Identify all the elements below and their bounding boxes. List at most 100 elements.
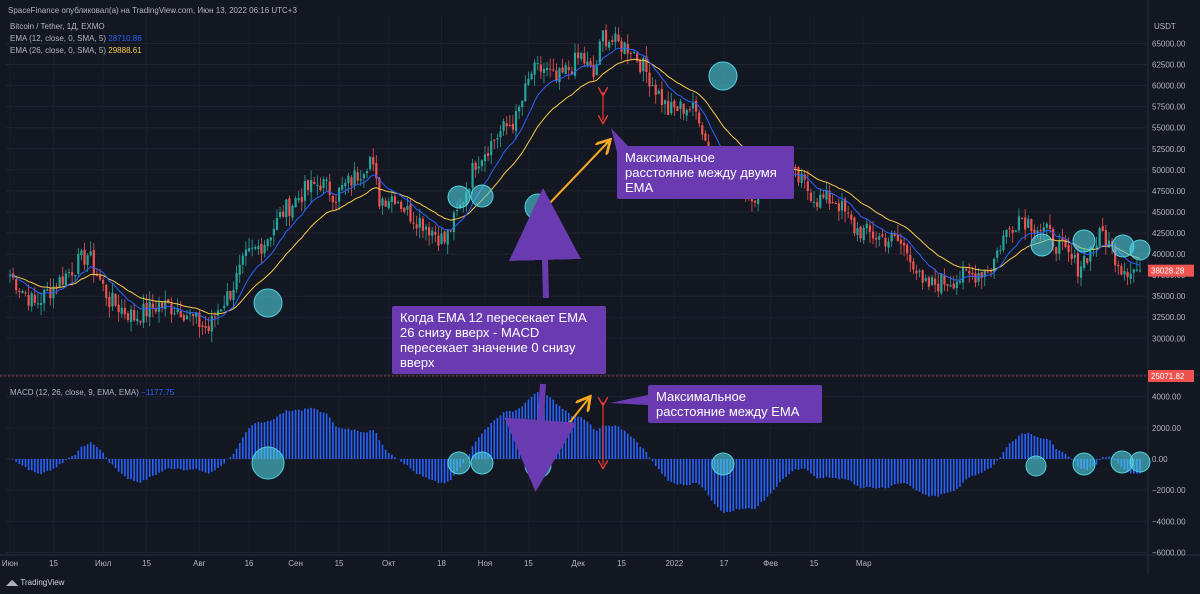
candle-body <box>39 302 43 306</box>
candle-body <box>667 100 670 115</box>
candle-body <box>1086 257 1089 263</box>
candle-body <box>1126 271 1129 278</box>
candle-body <box>275 218 279 230</box>
candle-body <box>157 302 161 312</box>
candle-body <box>291 205 294 218</box>
candle-body <box>676 106 679 111</box>
candle-body <box>111 292 114 307</box>
candle-body <box>164 300 167 310</box>
price-crossover-highlight <box>447 185 471 209</box>
candle-body <box>890 233 893 242</box>
candle-body <box>878 236 881 240</box>
candle-body <box>98 275 102 280</box>
callout-tail-macd <box>610 395 648 405</box>
candle-body <box>387 201 390 209</box>
time-tick-label: 15 <box>335 559 344 568</box>
candle-body <box>906 244 909 254</box>
ema26-legend: EMA (26, close, 0, SMA, 5) 29888.61 <box>10 46 142 55</box>
candle-body <box>1064 239 1067 248</box>
ema12-legend: EMA (12, close, 0, SMA, 5) 28710.86 <box>10 34 142 43</box>
candle-body <box>403 207 406 212</box>
price-tick-label: 45000.00 <box>1152 208 1186 217</box>
candle-body <box>952 283 955 289</box>
annotation-arrows <box>504 92 648 492</box>
candle-body <box>30 293 33 307</box>
candle-body <box>843 199 847 212</box>
candle-body <box>527 78 530 85</box>
candle-body <box>1138 270 1142 272</box>
candle-body <box>64 273 67 286</box>
candle-body <box>1058 240 1061 254</box>
candle-body <box>188 312 192 314</box>
candle-body <box>120 307 123 314</box>
candle-body <box>511 123 515 130</box>
grid-lines <box>0 0 1200 575</box>
candle-body <box>1129 273 1132 279</box>
price-crossover-highlight <box>1030 233 1054 257</box>
candle-body <box>251 247 254 249</box>
candle-body <box>223 305 226 309</box>
candle-body <box>642 58 645 72</box>
candle-body <box>800 173 803 183</box>
candle-body <box>359 179 362 181</box>
candle-body <box>993 258 996 272</box>
price-tick-label: 62500.00 <box>1152 61 1186 70</box>
candle-body <box>645 56 648 72</box>
candle-body <box>201 325 204 327</box>
price-tick-label: 57500.00 <box>1152 103 1186 112</box>
candle-body <box>247 248 251 252</box>
candle-body <box>474 162 477 170</box>
time-tick-label: Ноя <box>478 559 493 568</box>
candle-body <box>77 254 80 274</box>
candle-body <box>468 188 471 193</box>
price-tick-label: 60000.00 <box>1152 82 1186 91</box>
candle-body <box>679 101 682 109</box>
candle-body <box>629 52 632 54</box>
candle-body <box>701 125 704 135</box>
candle-body <box>946 284 949 286</box>
callout-max-distance-macd: Максимальное расстояние между EMA <box>648 385 822 423</box>
candle-body <box>151 303 154 309</box>
price-crossover-highlight <box>1072 229 1096 253</box>
candle-body <box>1089 247 1092 262</box>
pointer-arrow-price <box>508 188 581 299</box>
tradingview-logo[interactable]: ◢◣ TradingView <box>6 578 64 587</box>
candle-body <box>558 68 561 83</box>
axis-labels: USDT30000.0032500.0035000.0037500.004000… <box>2 22 1194 568</box>
candle-body <box>216 310 220 316</box>
macd-crossover-highlight <box>251 446 285 480</box>
candle-body <box>614 33 617 42</box>
candle-body <box>598 41 601 65</box>
candle-body <box>176 309 179 313</box>
candle-body <box>561 67 564 73</box>
candle-body <box>117 304 120 313</box>
candle-body <box>1107 240 1111 248</box>
candle-body <box>254 247 257 249</box>
candle-body <box>1135 269 1138 271</box>
candle-body <box>285 199 288 218</box>
candle-body <box>552 69 555 71</box>
candle-body <box>350 177 353 186</box>
candle-body <box>1017 216 1021 231</box>
candle-body <box>536 63 539 65</box>
candle-body <box>1070 254 1073 259</box>
candle-body <box>337 187 341 202</box>
candle-body <box>1002 235 1005 251</box>
candle-body <box>390 196 393 202</box>
candle-body <box>608 41 611 48</box>
candle-body <box>108 297 111 308</box>
candle-body <box>896 234 899 241</box>
candle-body <box>524 83 527 102</box>
candle-body <box>316 184 319 186</box>
price-crossover-highlight <box>524 193 552 221</box>
callout-max-distance-price: Максимальное расстояние между двумя EMA <box>617 146 794 199</box>
candle-body <box>545 67 549 71</box>
candle-body <box>595 64 598 76</box>
candle-body <box>161 302 164 308</box>
time-tick-label: 15 <box>810 559 819 568</box>
candle-body <box>1095 245 1098 249</box>
candle-body <box>257 245 260 250</box>
candle-body <box>18 290 21 292</box>
candle-body <box>592 64 595 78</box>
last-price-badge <box>1148 264 1194 277</box>
